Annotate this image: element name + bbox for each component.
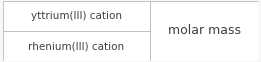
Text: molar mass: molar mass [168,24,241,38]
Bar [150,1,258,61]
Bar [3,1,150,31]
Text: yttrium(III) cation: yttrium(III) cation [31,11,122,21]
Text: rhenium(III) cation: rhenium(III) cation [28,41,124,51]
Bar [3,31,150,61]
